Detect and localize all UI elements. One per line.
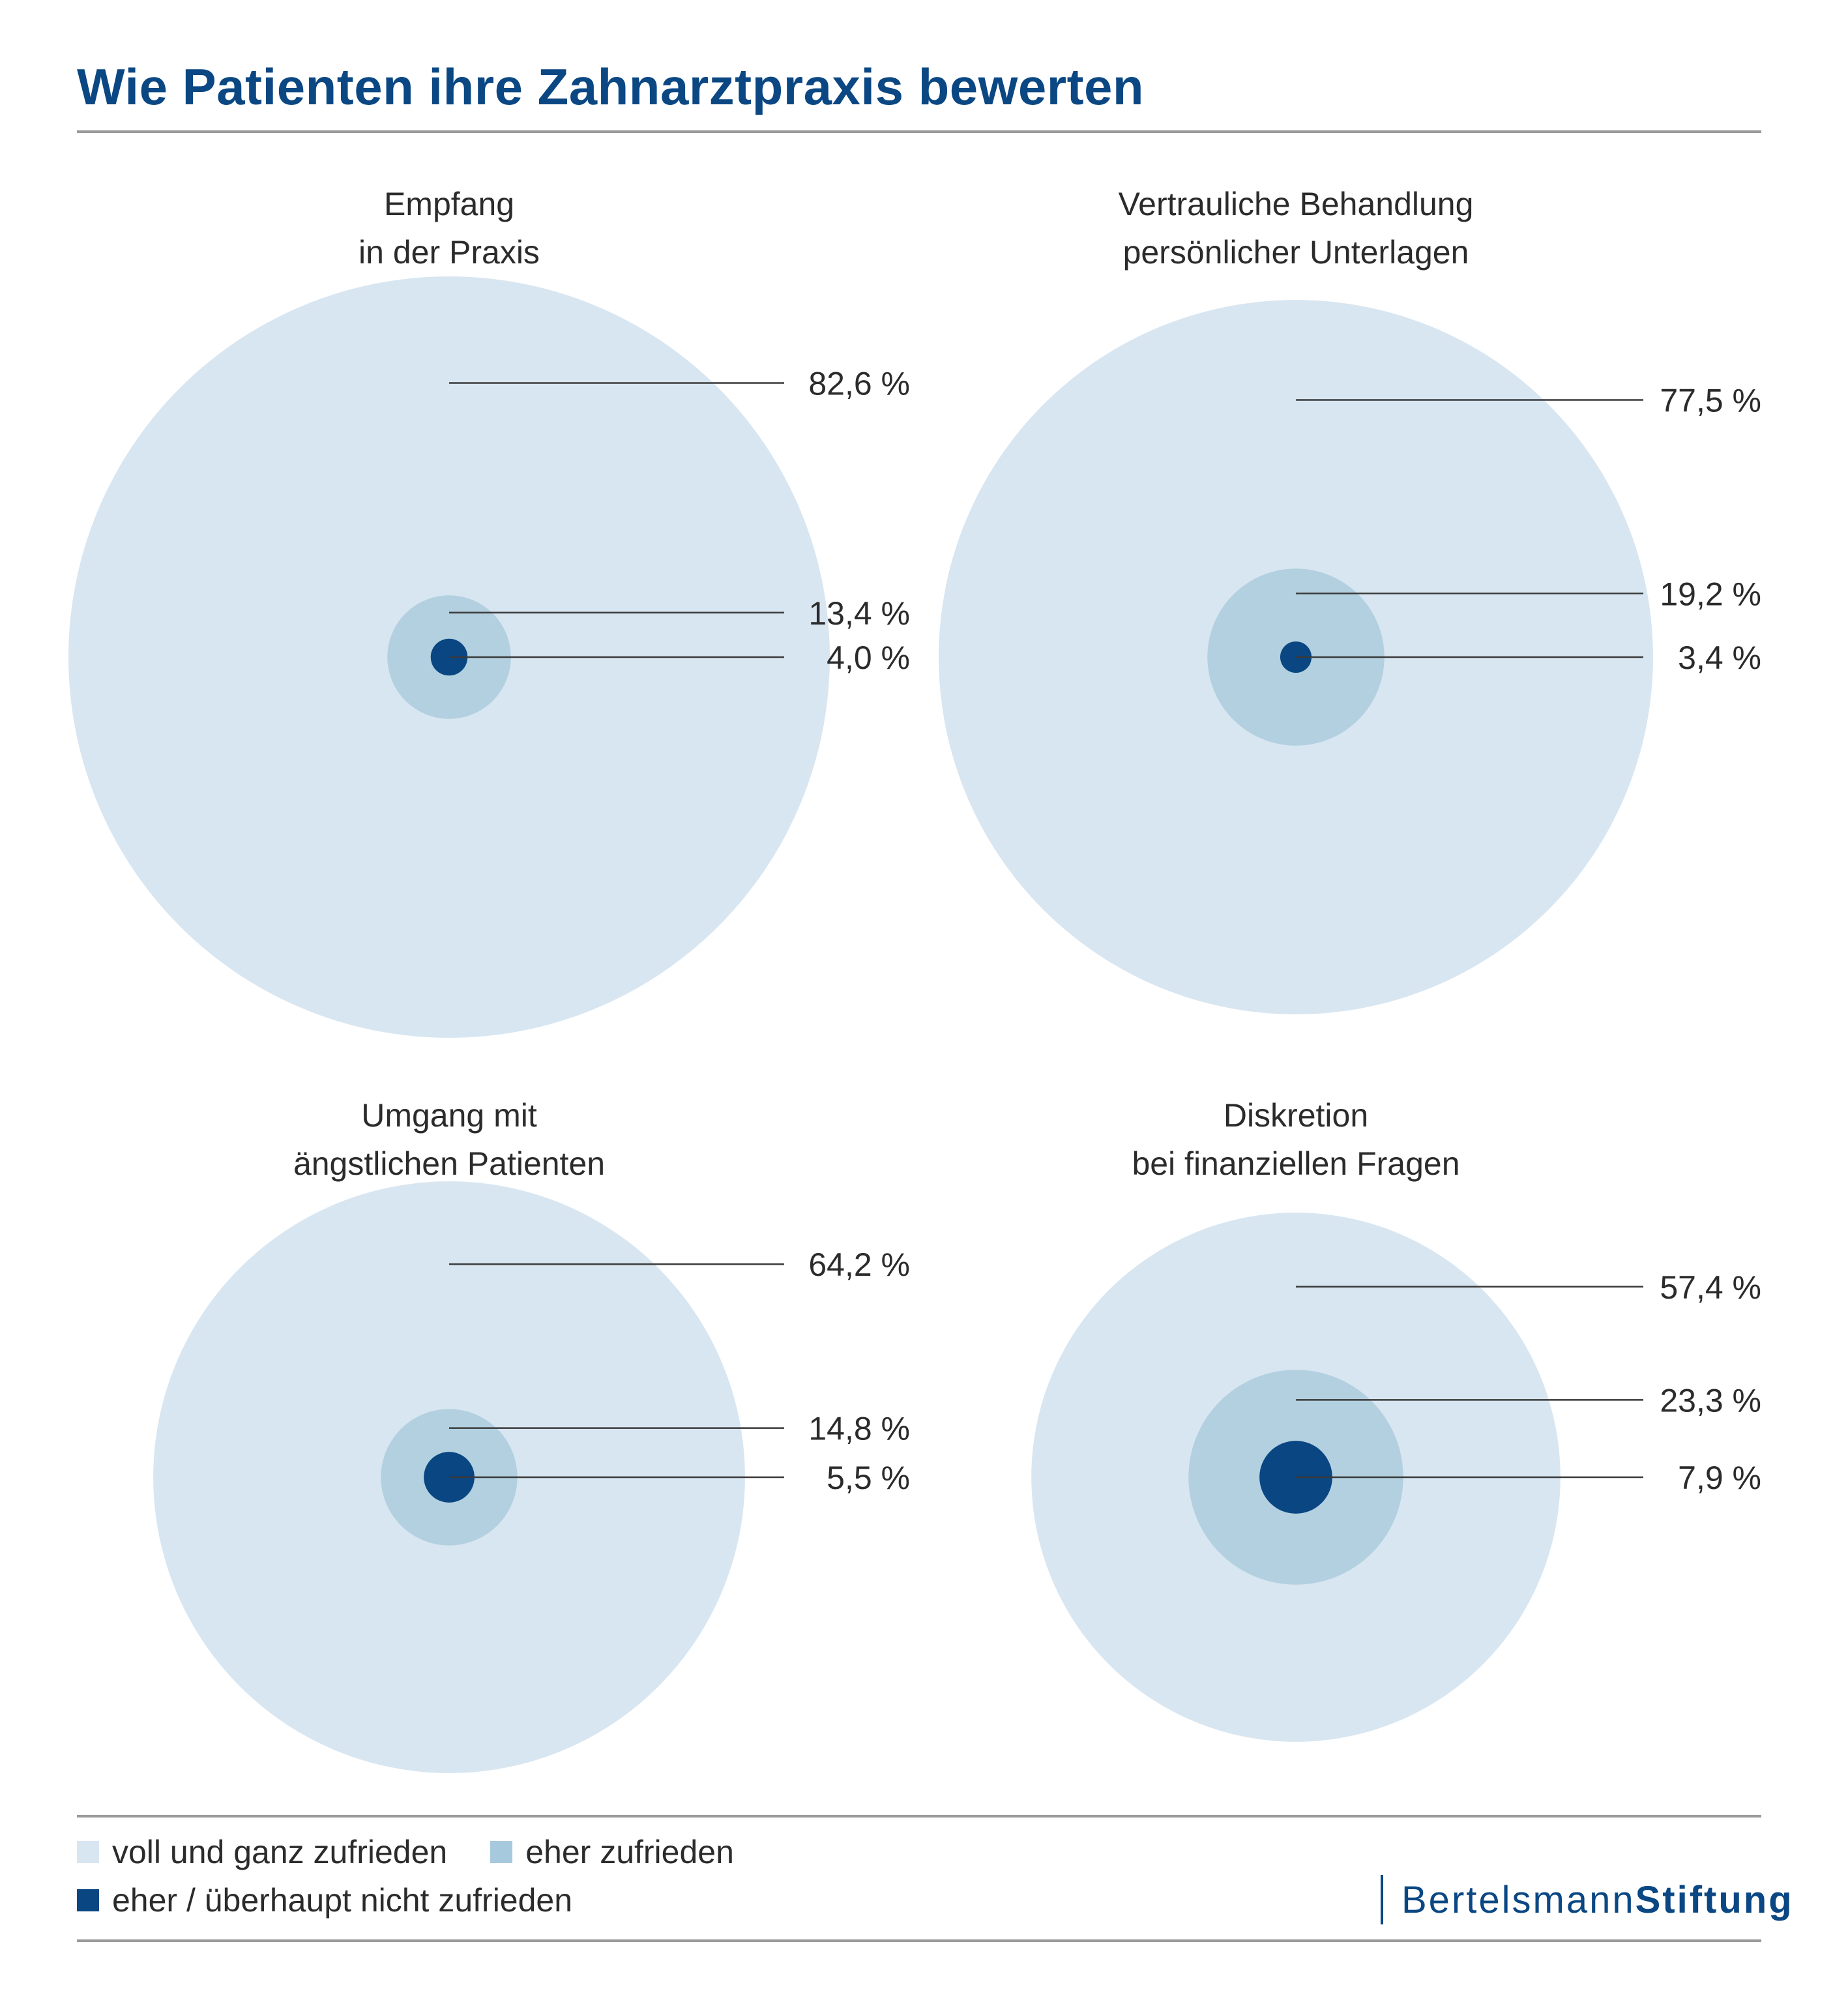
value-label-voll-und-ganz: 57,4 %	[1660, 1269, 1761, 1306]
legend-swatch-nicht-zufrieden	[77, 1889, 99, 1911]
panel-title-line: Empfang	[384, 186, 514, 222]
value-label-voll-und-ganz: 64,2 %	[808, 1246, 910, 1283]
panel-title-line: ängstlichen Patienten	[293, 1145, 605, 1182]
legend-label: voll und ganz zufrieden	[112, 1834, 448, 1870]
value-label-eher-zufrieden: 23,3 %	[1660, 1382, 1761, 1419]
value-label-nicht-zufrieden: 7,9 %	[1678, 1460, 1761, 1496]
legend-label: eher zufrieden	[525, 1834, 734, 1870]
legend-row-1: voll und ganz zufrieden eher zufrieden	[77, 1833, 777, 1871]
top-rule	[77, 130, 1761, 133]
panel-title-line: Vertrauliche Behandlung	[1119, 186, 1474, 222]
legend-item-nicht-zufrieden: eher / überhaupt nicht zufrieden	[77, 1881, 572, 1919]
logo-text-bertelsmann: Bertelsmann	[1401, 1878, 1635, 1921]
legend-swatch-eher-zufrieden	[490, 1841, 513, 1863]
chart-title: Wie Patienten ihre Zahnarztpraxis bewert…	[77, 58, 1145, 115]
legend-swatch-voll-und-ganz	[77, 1841, 99, 1863]
bertelsmann-stiftung-logo: Bertelsmann Stiftung	[1381, 1875, 1794, 1924]
value-label-eher-zufrieden: 14,8 %	[808, 1411, 910, 1447]
panel-title-line: Diskretion	[1224, 1097, 1368, 1134]
value-label-voll-und-ganz: 77,5 %	[1660, 382, 1761, 419]
chart-panel-1: Empfang in der Praxis 82,6 % 13,4 % 4,0 %	[68, 186, 910, 1038]
logo-text-stiftung: Stiftung	[1635, 1878, 1794, 1921]
value-label-voll-und-ganz: 82,6 %	[808, 366, 910, 402]
value-label-nicht-zufrieden: 5,5 %	[827, 1460, 910, 1496]
logo-bar	[1381, 1875, 1383, 1924]
value-label-nicht-zufrieden: 4,0 %	[827, 640, 910, 676]
panel-title-line: persönlicher Unterlagen	[1123, 234, 1469, 271]
legend-top-rule	[77, 1815, 1761, 1818]
value-label-eher-zufrieden: 13,4 %	[808, 595, 910, 632]
bottom-rule	[77, 1939, 1761, 1942]
value-label-nicht-zufrieden: 3,4 %	[1678, 640, 1761, 676]
panel-title-line: in der Praxis	[359, 234, 540, 271]
panel-title-line: Umgang mit	[361, 1097, 537, 1134]
panel-title-line: bei finanziellen Fragen	[1132, 1145, 1459, 1182]
legend-row-2: eher / überhaupt nicht zufrieden	[77, 1881, 615, 1919]
legend-label: eher / überhaupt nicht zufrieden	[112, 1882, 573, 1919]
legend-item-eher-zufrieden: eher zufrieden	[490, 1833, 734, 1871]
value-label-eher-zufrieden: 19,2 %	[1660, 576, 1761, 612]
chart-panel-4: Diskretion bei finanziellen Fragen 57,4 % 2…	[1031, 1097, 1761, 1742]
legend-item-voll-und-ganz: voll und ganz zufrieden	[77, 1833, 447, 1871]
chart-panel-2: Vertrauliche Behandlung persönlicher Unte…	[939, 186, 1761, 1014]
chart-panel-3: Umgang mit ängstlichen Patienten 64,2 % 14,…	[153, 1097, 910, 1773]
